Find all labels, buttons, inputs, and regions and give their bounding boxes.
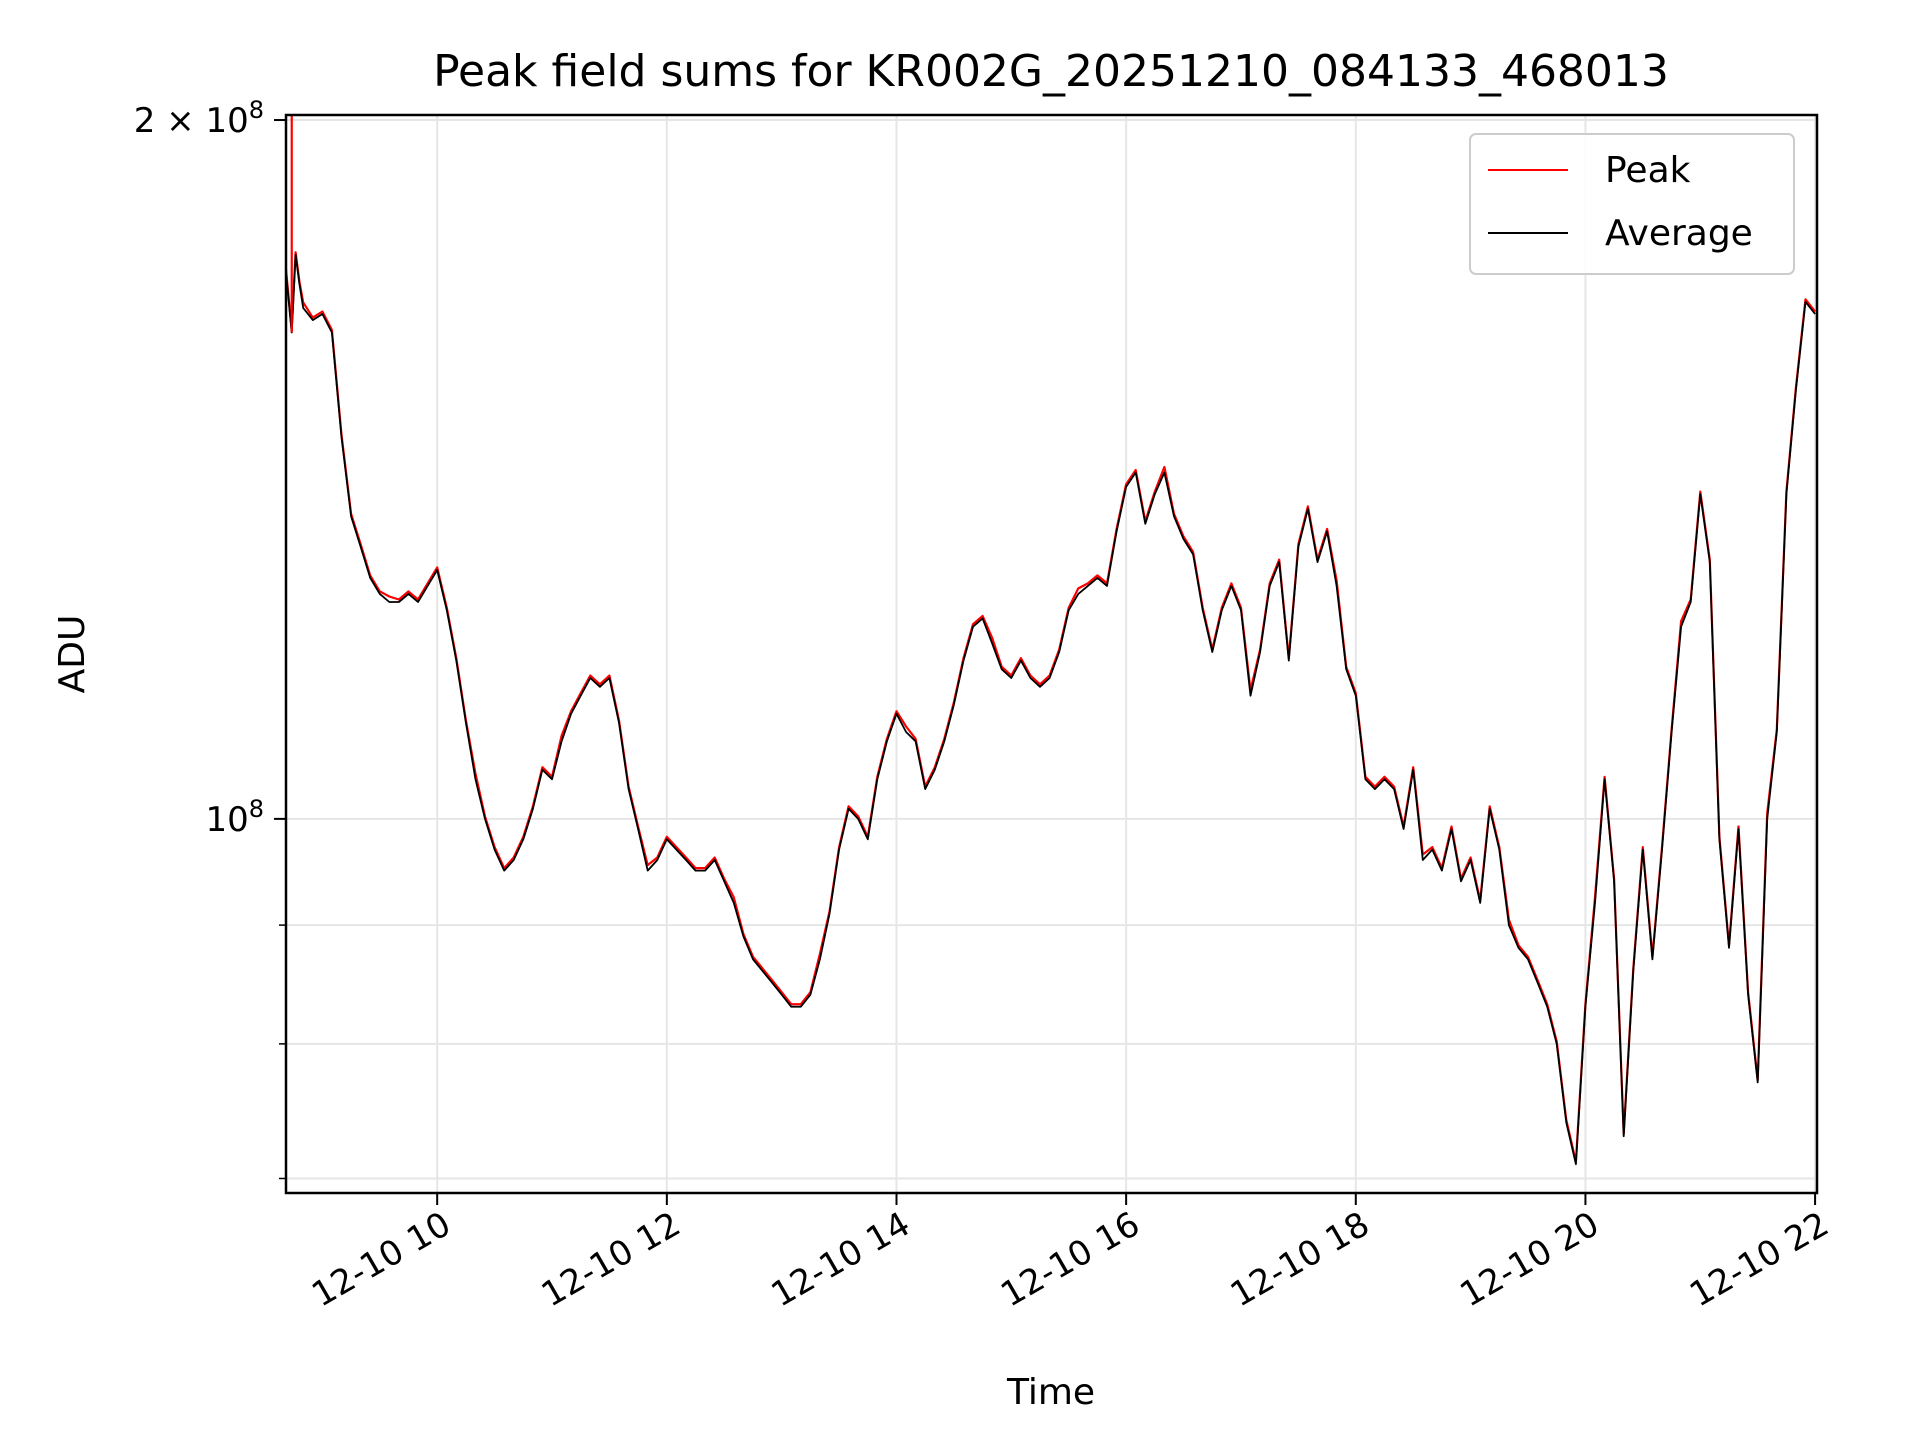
legend-label-average: Average xyxy=(1605,213,1753,254)
series-layer xyxy=(284,115,1816,1166)
x-axis-label: Time xyxy=(1006,1372,1095,1413)
y-tick-label: 2 × 108 xyxy=(134,96,264,141)
plot-frame xyxy=(284,113,1819,1195)
legend: Peak Average xyxy=(1469,133,1795,275)
y-axis: 108 2 × 108 xyxy=(134,96,286,1180)
legend-label-peak: Peak xyxy=(1605,150,1691,191)
series-line-average xyxy=(285,253,1816,1166)
grid xyxy=(286,115,1817,1193)
y-axis-label: ADU xyxy=(52,615,93,694)
y-tick-label: 108 xyxy=(205,795,264,840)
chart-title: Peak field sums for KR002G_20251210_0841… xyxy=(433,46,1669,97)
